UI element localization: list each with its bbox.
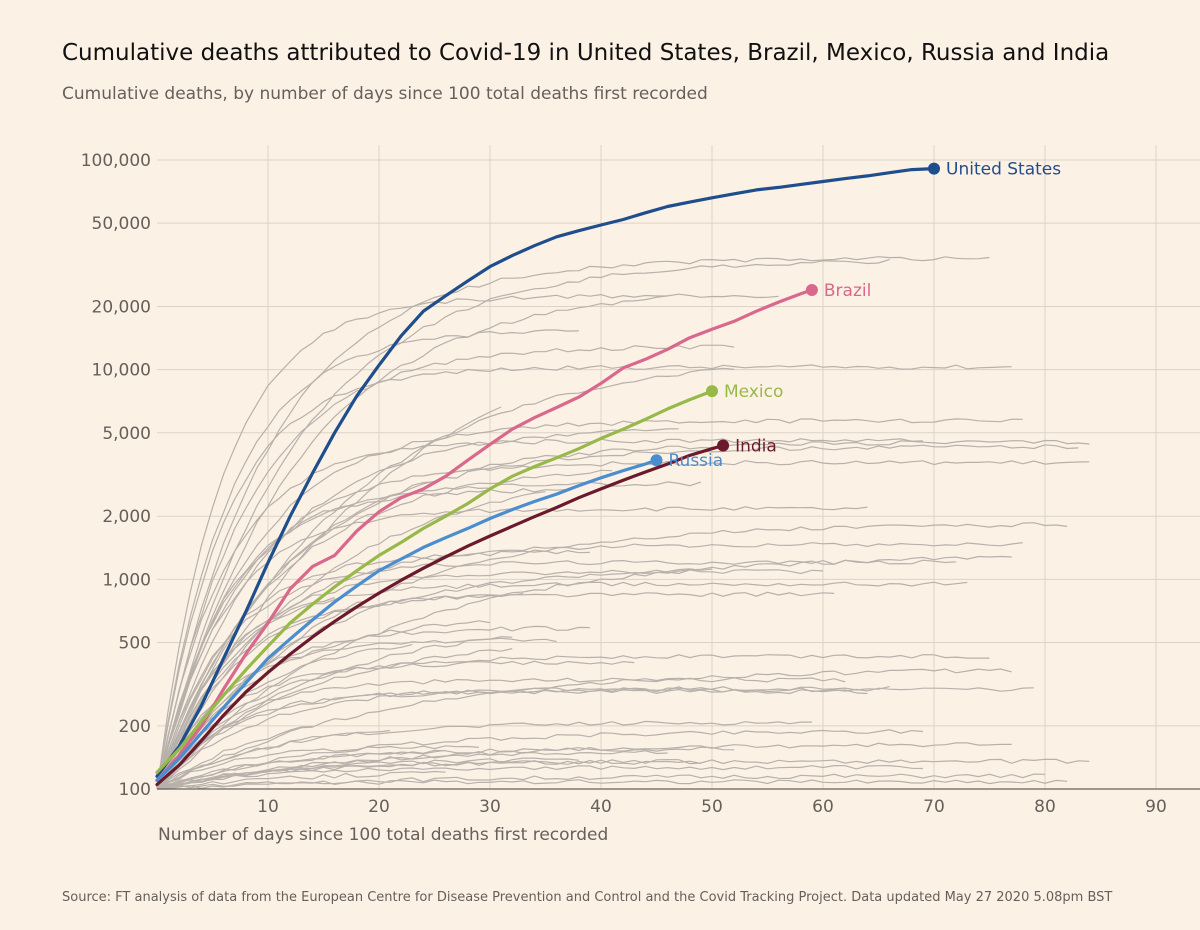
other-country-line <box>156 688 868 790</box>
other-country-line <box>156 745 479 790</box>
series-end-dot-mexico <box>706 385 718 398</box>
other-country-line <box>156 329 579 789</box>
other-country-line <box>157 770 446 790</box>
other-country-line <box>156 593 524 788</box>
series-end-dot-russia <box>650 454 663 467</box>
series-labels: United States Brazil Mexico Russia India <box>669 160 1062 472</box>
series-label-mexico: Mexico <box>724 382 783 402</box>
x-tick-label-30: 30 <box>479 797 501 817</box>
x-tick-label-90: 90 <box>1145 797 1167 817</box>
other-country-line <box>156 687 1034 790</box>
other-country-line <box>156 654 990 790</box>
series-line-brazil <box>155 288 814 782</box>
other-countries-lines <box>156 256 1090 790</box>
other-country-line <box>156 568 713 790</box>
other-country-line <box>156 729 923 790</box>
x-tick-label-70: 70 <box>923 797 945 817</box>
other-country-line <box>156 555 1012 789</box>
series-label-united-states: United States <box>946 160 1061 180</box>
other-country-line <box>156 591 835 790</box>
x-axis-label: Number of days since 100 total deaths fi… <box>158 825 608 845</box>
other-country-line <box>156 742 1012 789</box>
other-country-line <box>156 258 890 789</box>
y-tick-label-50000: 50,000 <box>92 214 151 234</box>
chart-title: Cumulative deaths attributed to Covid-19… <box>62 40 1109 66</box>
other-country-line <box>156 720 812 789</box>
series-line-mexico <box>155 389 714 774</box>
series-end-dot-india <box>717 439 730 452</box>
x-tick-label-20: 20 <box>368 797 390 817</box>
other-country-line <box>156 364 1012 789</box>
other-country-line <box>156 746 735 788</box>
y-tick-label-100000: 100,000 <box>81 151 151 171</box>
series-end-dot-united-states <box>928 162 940 175</box>
other-country-line <box>156 677 846 790</box>
source-note: Source: FT analysis of data from the Eur… <box>62 890 1112 905</box>
other-country-line <box>156 522 1068 790</box>
series-label-russia: Russia <box>669 451 724 471</box>
other-country-line <box>156 444 1079 789</box>
y-tick-label-500: 500 <box>119 633 151 653</box>
highlighted-series <box>155 162 940 787</box>
other-country-line <box>156 620 491 790</box>
chart-subtitle: Cumulative deaths, by number of days sin… <box>62 84 708 104</box>
y-tick-label-5000: 5,000 <box>102 424 151 444</box>
other-country-line <box>156 596 335 790</box>
series-label-brazil: Brazil <box>824 281 871 301</box>
x-tick-label-60: 60 <box>812 797 834 817</box>
other-country-line <box>156 759 702 789</box>
series-line-united-states <box>155 167 936 778</box>
other-country-line <box>156 293 779 790</box>
x-tick-label-80: 80 <box>1034 797 1056 817</box>
y-tick-label-200: 200 <box>119 717 151 737</box>
other-country-line <box>156 481 702 788</box>
y-tick-label-100: 100 <box>119 780 151 800</box>
other-country-line <box>156 764 923 790</box>
x-tick-label-50: 50 <box>701 797 723 817</box>
other-country-line <box>156 542 1023 788</box>
y-tick-label-2000: 2,000 <box>102 507 151 527</box>
other-country-line <box>156 749 446 789</box>
other-country-line <box>156 459 1090 790</box>
other-country-line <box>156 773 1046 790</box>
other-country-line <box>156 344 735 789</box>
series-end-dot-brazil <box>805 283 818 296</box>
other-country-line <box>156 488 568 789</box>
other-country-line <box>156 779 1068 790</box>
y-tick-label-20000: 20,000 <box>92 298 151 318</box>
series-line-russia <box>155 458 659 782</box>
x-tick-labels: 10 20 30 40 50 60 70 80 90 <box>257 797 1167 817</box>
y-tick-labels: 100 200 500 1,000 2,000 5,000 10,000 20,000 50,0… <box>81 151 151 800</box>
other-country-line <box>156 295 668 790</box>
x-tick-label-10: 10 <box>257 797 279 817</box>
y-tick-label-10000: 10,000 <box>92 361 151 381</box>
y-tick-label-1000: 1,000 <box>102 570 151 590</box>
other-country-line <box>156 438 923 790</box>
other-country-line <box>156 559 957 790</box>
series-line-india <box>155 443 725 787</box>
other-country-line <box>156 439 1090 790</box>
other-country-line <box>156 668 1012 789</box>
other-country-line <box>156 256 990 790</box>
series-label-india: India <box>735 436 777 456</box>
x-tick-label-40: 40 <box>590 797 612 817</box>
other-country-line <box>156 726 313 789</box>
